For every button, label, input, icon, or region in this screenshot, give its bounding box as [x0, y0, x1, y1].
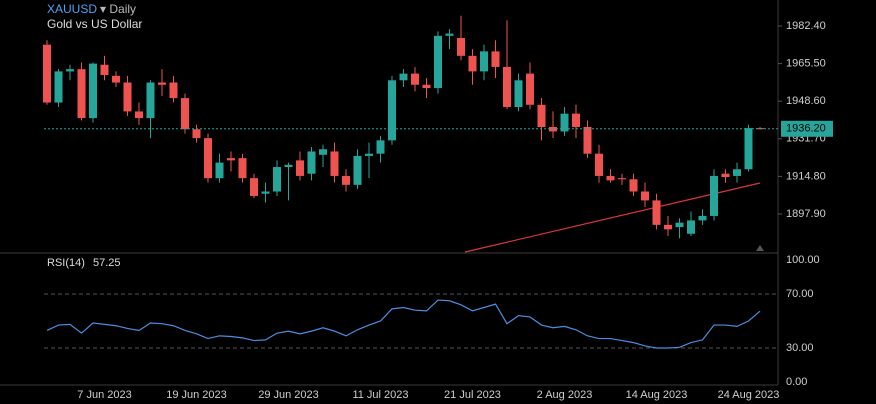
- candle-body: [664, 224, 672, 230]
- candle-body: [158, 82, 166, 85]
- candle-body: [192, 129, 201, 139]
- x-tick-label: 7 Jun 2023: [77, 389, 131, 401]
- candle-body: [652, 200, 661, 225]
- candle-body: [434, 35, 442, 89]
- candle-body: [514, 80, 523, 107]
- x-tick-label: 2 Aug 2023: [537, 389, 593, 401]
- candle-body: [66, 69, 74, 72]
- y-tick-label: 1948.60: [786, 95, 826, 107]
- y-tick-label: 1914.80: [786, 170, 826, 182]
- candle-body: [675, 222, 684, 228]
- candle-body: [250, 178, 258, 196]
- last-price-label: 1936.20: [786, 123, 826, 135]
- marker-icon: [756, 245, 764, 251]
- rsi-title: RSI(14): [47, 257, 85, 269]
- candle-body: [112, 75, 120, 83]
- candle-body: [537, 104, 546, 128]
- candle-body: [698, 215, 707, 221]
- y-tick-label: 1897.90: [786, 208, 826, 220]
- candle-body: [227, 158, 235, 161]
- candle-body: [733, 169, 741, 176]
- candle-body: [319, 149, 327, 155]
- y-tick-label: 1982.40: [786, 20, 826, 32]
- candle-body: [204, 138, 212, 179]
- y-tick-label: 100.00: [786, 254, 820, 266]
- x-tick-label: 11 Jul 2023: [352, 389, 408, 401]
- candle-body: [181, 98, 189, 130]
- x-tick-label: 19 Jun 2023: [166, 389, 227, 401]
- last-price-box: [781, 120, 833, 137]
- candle-body: [330, 151, 339, 176]
- x-tick-label: 24 Aug 2023: [718, 389, 780, 401]
- candle-body: [572, 113, 580, 128]
- candle-body: [457, 38, 465, 56]
- candle-body: [77, 69, 86, 119]
- candle-body: [296, 160, 304, 176]
- rsi-value: 57.25: [93, 257, 121, 269]
- y-tick-label: 30.00: [786, 342, 814, 354]
- candle-body: [503, 66, 511, 107]
- candle-body: [307, 151, 316, 174]
- subtitle: Gold vs US Dollar: [47, 17, 142, 31]
- candle-body: [710, 175, 718, 216]
- candle-body: [399, 73, 408, 81]
- candle-body: [491, 51, 500, 67]
- candle-body: [100, 64, 109, 75]
- candle-body: [169, 82, 178, 99]
- candle-body: [629, 179, 638, 192]
- y-tick-label: 70.00: [786, 288, 814, 300]
- candle-body: [388, 80, 396, 141]
- rsi-line: [46, 299, 761, 349]
- candle-body: [89, 63, 97, 119]
- candle-body: [480, 51, 488, 72]
- candle-body: [365, 153, 373, 156]
- candle-body: [468, 55, 477, 72]
- candle-body: [411, 73, 419, 85]
- candle-body: [744, 128, 753, 170]
- candle-body: [445, 33, 454, 36]
- candle-body: [353, 155, 362, 185]
- x-tick-label: 29 Jun 2023: [258, 389, 319, 401]
- candle-body: [54, 71, 63, 103]
- candle-body: [215, 162, 224, 179]
- candle-body: [273, 167, 281, 192]
- candle-body: [618, 178, 626, 180]
- candle-body: [261, 191, 270, 194]
- x-tick-label: 21 Jul 2023: [444, 389, 501, 401]
- candle-body: [43, 44, 51, 103]
- x-tick-label: 14 Aug 2023: [626, 389, 688, 401]
- candle-body: [721, 173, 730, 178]
- candle-body: [135, 111, 143, 119]
- y-tick-label: 1965.50: [786, 58, 826, 70]
- interval: ▾ Daily: [100, 2, 136, 16]
- candle-body: [687, 220, 695, 234]
- candle-body: [123, 82, 132, 112]
- candle-body: [560, 113, 569, 132]
- candle-body: [606, 175, 615, 181]
- symbol: XAUUSD: [47, 2, 97, 16]
- candle-body: [342, 175, 350, 185]
- candle-body: [238, 158, 247, 179]
- candle-body: [376, 140, 385, 154]
- y-tick-label: 0.00: [786, 376, 807, 388]
- candle-body: [146, 82, 155, 119]
- candle-body: [595, 153, 603, 176]
- candle-body: [526, 73, 534, 105]
- candle-body: [641, 191, 649, 201]
- candle-body: [284, 164, 293, 168]
- candle-body: [422, 84, 431, 89]
- candle-body: [583, 127, 592, 154]
